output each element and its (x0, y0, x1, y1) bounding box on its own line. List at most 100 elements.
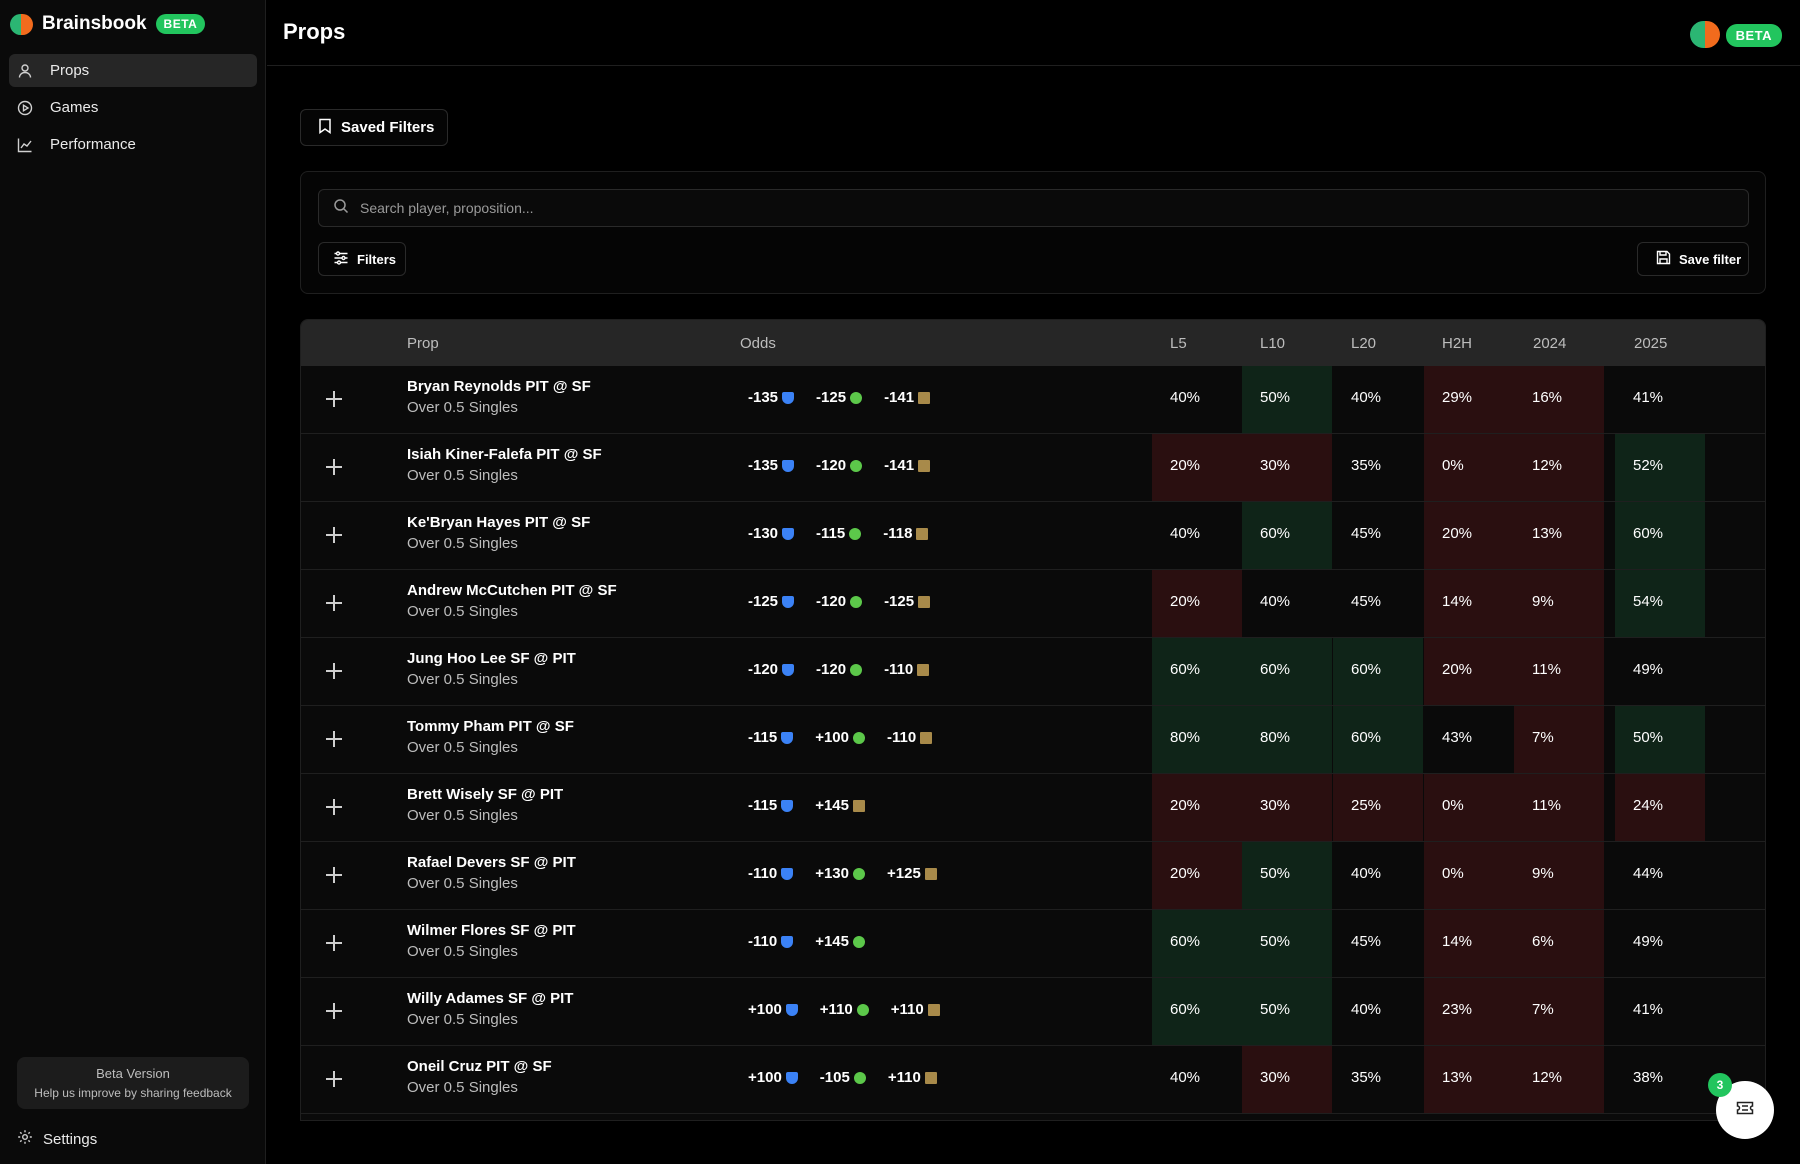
add-to-slip-button[interactable] (324, 457, 344, 477)
player-matchup: Andrew McCutchen PIT @ SF (407, 582, 617, 599)
odds-value[interactable]: -120 (816, 593, 863, 610)
odds-value[interactable]: -118 (883, 525, 929, 542)
column-header-h2h[interactable]: H2H (1442, 335, 1473, 352)
odds-value[interactable]: -141 (884, 457, 931, 474)
odds-value[interactable]: -115 (816, 525, 862, 542)
table-row[interactable]: 20% 50% 40% 0% 9% 44% Rafael Devers SF @ PIT Ov… (301, 842, 1765, 910)
fanduel-book-icon (782, 459, 795, 472)
column-header-l5[interactable]: L5 (1170, 335, 1187, 352)
draftkings-book-icon (853, 1071, 866, 1084)
odds-value[interactable]: -135 (748, 389, 795, 406)
odds-value[interactable]: -125 (816, 389, 863, 406)
bet-slip-count-badge: 3 (1708, 1073, 1732, 1097)
stat-cell: 12% (1514, 1046, 1604, 1113)
saved-filters-button[interactable]: Saved Filters (300, 109, 448, 146)
search-box[interactable] (318, 189, 1749, 227)
odds-value[interactable]: -125 (884, 593, 931, 610)
fanduel-book-icon (781, 731, 794, 744)
table-row[interactable]: 40% 50% 40% 29% 16% 41% Bryan Reynolds PIT @ S… (301, 366, 1765, 434)
brand[interactable]: Brainsbook BETA (9, 11, 206, 37)
column-header-prop[interactable]: Prop (407, 335, 439, 352)
stat-cell: 80% (1242, 706, 1332, 773)
odds-value[interactable]: -115 (748, 729, 794, 746)
column-header-l20[interactable]: L20 (1351, 335, 1377, 352)
draftkings-book-icon (850, 459, 863, 472)
odds-value[interactable]: -105 (820, 1069, 866, 1086)
add-to-slip-button[interactable] (324, 593, 344, 613)
odds-text: +100 (748, 1069, 782, 1086)
sidebar-item-performance[interactable]: Performance (9, 128, 257, 161)
add-to-slip-button[interactable] (324, 865, 344, 885)
add-to-slip-button[interactable] (324, 1069, 344, 1089)
odds-text: +125 (887, 865, 921, 882)
filters-button[interactable]: Filters (318, 242, 406, 276)
odds-value[interactable]: -120 (816, 457, 863, 474)
prop-description: Over 0.5 Singles (407, 1079, 518, 1096)
odds-text: +100 (815, 729, 849, 746)
odds-value[interactable]: +100 (815, 729, 865, 746)
stat-cell: 40% (1170, 1069, 1201, 1086)
odds-value[interactable]: -125 (748, 593, 795, 610)
add-to-slip-button[interactable] (324, 1001, 344, 1021)
table-row[interactable]: 60% 50% 40% 23% 7% 41% Willy Adames SF @ PIT Ov… (301, 978, 1765, 1046)
beta-feedback-card[interactable]: Beta Version Help us improve by sharing … (17, 1057, 249, 1109)
sidebar-item-props[interactable]: Props (9, 54, 257, 87)
odds-value[interactable]: +145 (815, 933, 865, 950)
odds-value[interactable]: -135 (748, 457, 795, 474)
odds-value[interactable]: -110 (884, 661, 930, 678)
add-to-slip-button[interactable] (324, 797, 344, 817)
add-to-slip-button[interactable] (324, 661, 344, 681)
odds-value[interactable]: -110 (748, 865, 794, 882)
odds-value[interactable]: -141 (884, 389, 931, 406)
save-filter-button[interactable]: Save filter (1637, 242, 1749, 276)
table-row[interactable]: 40% 60% 45% 20% 13% 60% Ke'Bryan Hayes PIT @ S… (301, 502, 1765, 570)
stat-cell: 40% (1351, 865, 1382, 882)
column-header-odds[interactable]: Odds (740, 335, 776, 352)
table-row[interactable]: 20% 30% 25% 0% 11% 24% Brett Wisely SF @ PIT Ov… (301, 774, 1765, 842)
odds-value[interactable]: -110 (887, 729, 933, 746)
odds-value[interactable]: -120 (748, 661, 795, 678)
odds-value[interactable]: +110 (891, 1001, 940, 1018)
prop-description: Over 0.5 Singles (407, 467, 518, 484)
add-to-slip-button[interactable] (324, 933, 344, 953)
table-row[interactable]: 80% 80% 60% 43% 7% 50% Tommy Pham PIT @ SF Over… (301, 706, 1765, 774)
add-to-slip-button[interactable] (324, 729, 344, 749)
table-row[interactable]: 60% 60% 60% 20% 11% 49% Jung Hoo Lee SF @ PIT O… (301, 638, 1765, 706)
odds-value[interactable]: -130 (748, 525, 795, 542)
sidebar-item-label: Games (50, 99, 99, 116)
column-header-2025[interactable]: 2025 (1634, 335, 1668, 352)
add-to-slip-button[interactable] (324, 525, 344, 545)
table-row[interactable]: 20% 30% 35% 0% 12% 52% Isiah Kiner-Falefa PIT … (301, 434, 1765, 502)
draftkings-book-icon (853, 867, 865, 880)
odds-value[interactable]: +125 (887, 865, 937, 882)
odds-value[interactable]: -115 (748, 797, 794, 814)
stat-cell: 13% (1424, 1046, 1514, 1113)
stat-cell: 50% (1242, 910, 1332, 977)
line-chart-icon (17, 137, 33, 153)
table-row[interactable]: 60% 50% 45% 14% 6% 49% Wilmer Flores SF @ PIT O… (301, 910, 1765, 978)
odds-value[interactable]: -120 (816, 661, 863, 678)
add-to-slip-button[interactable] (324, 389, 344, 409)
ticket-icon (1736, 1101, 1754, 1120)
settings-link[interactable]: Settings (17, 1128, 97, 1150)
stat-cell: 0% (1424, 842, 1514, 909)
odds-value[interactable]: +100 (748, 1001, 798, 1018)
table-row[interactable]: 40% 30% 35% 13% 12% 38% Oneil Cruz PIT @ SF Ove… (301, 1046, 1765, 1114)
odds-value[interactable]: +130 (815, 865, 865, 882)
table-row[interactable]: 20% 40% 45% 14% 9% 54% Andrew McCutchen PIT @ … (301, 570, 1765, 638)
odds-value[interactable]: +110 (888, 1069, 937, 1086)
odds-value[interactable]: +110 (820, 1001, 869, 1018)
stat-cell: 25% (1333, 774, 1423, 841)
stat-cell: 20% (1152, 570, 1242, 637)
top-brand[interactable]: BETA (1689, 20, 1782, 50)
odds-value[interactable]: +145 (815, 797, 865, 814)
column-header-l10[interactable]: L10 (1260, 335, 1286, 352)
stat-cell: 29% (1424, 366, 1514, 433)
odds-value[interactable]: +100 (748, 1069, 798, 1086)
player-matchup: Rafael Devers SF @ PIT (407, 854, 576, 871)
odds-value[interactable]: -110 (748, 933, 794, 950)
search-input[interactable] (360, 200, 1660, 216)
sidebar-item-games[interactable]: Games (9, 91, 257, 124)
column-header-2024[interactable]: 2024 (1533, 335, 1567, 352)
odds-text: -125 (884, 593, 915, 610)
